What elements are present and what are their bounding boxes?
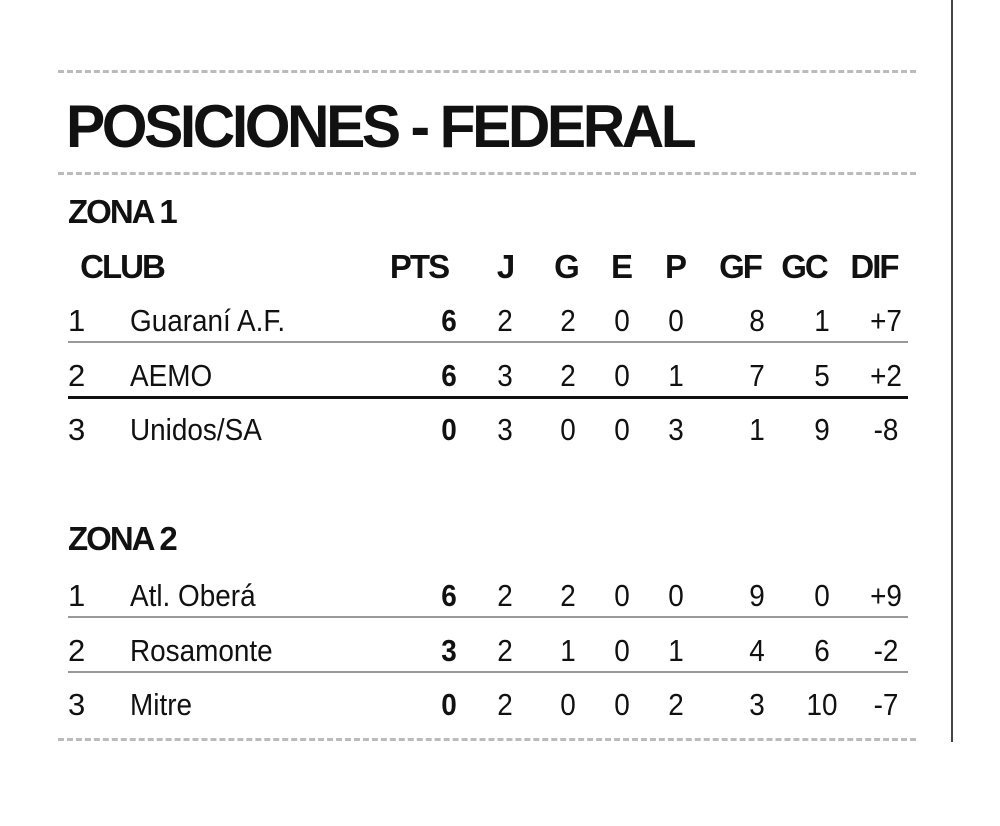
row-e: 0 (614, 632, 630, 668)
row-g: 1 (560, 632, 576, 668)
row-pts: 3 (441, 632, 457, 668)
row-p: 1 (668, 357, 684, 393)
row-club: Mitre (130, 687, 193, 722)
row-gc: 6 (814, 632, 830, 668)
row-gc: 10 (806, 687, 838, 722)
header-club: CLUB (80, 248, 166, 285)
row-club: AEMO (130, 357, 213, 393)
header-e: E (610, 248, 633, 285)
zone-title: ZONA 1 (68, 193, 178, 230)
row-club: Rosamonte (130, 632, 273, 668)
row-pts: 6 (441, 578, 457, 613)
row-separator (68, 616, 908, 618)
table-row: 2 AEMO 6 3 2 0 1 7 5 +2 (0, 358, 1000, 398)
row-j: 3 (497, 357, 513, 393)
table-header: CLUB PTS J G E P GF GC DIF (0, 248, 1000, 288)
row-club: Unidos/SA (130, 412, 262, 447)
row-dif: -8 (873, 412, 899, 447)
header-j: J (496, 248, 515, 285)
header-gc: GC (781, 248, 828, 285)
row-gf: 7 (749, 357, 765, 393)
table-row: 3 Mitre 0 2 0 0 2 3 10 -7 (0, 687, 1000, 727)
page-title: POSICIONES - FEDERAL (66, 93, 697, 160)
row-position: 1 (68, 303, 86, 338)
row-club: Atl. Oberá (130, 578, 256, 613)
row-g: 0 (560, 412, 576, 447)
row-separator (68, 670, 908, 673)
row-gc: 1 (814, 303, 830, 338)
header-g: G (554, 248, 580, 285)
row-position: 1 (68, 578, 86, 613)
qualification-line (68, 395, 908, 399)
row-gc: 9 (814, 412, 830, 447)
dashed-divider-bottom (58, 738, 916, 741)
row-gc: 5 (814, 357, 830, 393)
row-e: 0 (614, 357, 630, 393)
column-divider (951, 0, 953, 742)
table-row: 3 Unidos/SA 0 3 0 0 3 1 9 -8 (0, 412, 1000, 452)
row-dif: -2 (873, 632, 899, 668)
row-p: 0 (668, 303, 684, 338)
row-gf: 8 (749, 303, 765, 338)
header-p: P (664, 248, 687, 285)
zone-title: ZONA 2 (68, 520, 178, 557)
row-g: 2 (560, 578, 576, 613)
row-p: 2 (668, 687, 684, 722)
row-pts: 0 (441, 687, 457, 722)
row-gf: 9 (749, 578, 765, 613)
row-j: 2 (497, 687, 513, 722)
table-row: 2 Rosamonte 3 2 1 0 1 4 6 -2 (0, 633, 1000, 673)
row-pts: 6 (441, 357, 457, 393)
row-g: 2 (560, 303, 576, 338)
row-dif: -7 (873, 687, 899, 722)
row-position: 3 (68, 687, 86, 722)
row-e: 0 (614, 687, 630, 722)
row-p: 1 (668, 632, 684, 668)
row-g: 0 (560, 687, 576, 722)
row-j: 3 (497, 412, 513, 447)
row-pts: 6 (441, 303, 457, 338)
dashed-divider-title (58, 172, 916, 175)
row-gf: 1 (749, 412, 765, 447)
row-dif: +2 (870, 357, 902, 393)
table-row: 1 Atl. Oberá 6 2 2 0 0 9 0 +9 (0, 578, 1000, 618)
row-g: 2 (560, 357, 576, 393)
row-separator (68, 341, 908, 343)
row-e: 0 (614, 578, 630, 613)
header-pts: PTS (389, 248, 450, 285)
row-j: 2 (497, 578, 513, 613)
row-j: 2 (497, 303, 513, 338)
row-club: Guaraní A.F. (130, 303, 286, 338)
row-dif: +7 (870, 303, 902, 338)
row-position: 2 (68, 357, 86, 393)
header-dif: DIF (850, 248, 899, 285)
row-e: 0 (614, 303, 630, 338)
row-gc: 0 (814, 578, 830, 613)
row-pts: 0 (441, 412, 457, 447)
row-e: 0 (614, 412, 630, 447)
row-p: 0 (668, 578, 684, 613)
row-dif: +9 (870, 578, 902, 613)
row-gf: 3 (749, 687, 765, 722)
header-gf: GF (719, 248, 763, 285)
row-gf: 4 (749, 632, 765, 668)
row-position: 2 (68, 632, 86, 668)
row-position: 3 (68, 412, 86, 447)
row-j: 2 (497, 632, 513, 668)
row-p: 3 (668, 412, 684, 447)
dashed-divider-top (58, 70, 916, 73)
table-row: 1 Guaraní A.F. 6 2 2 0 0 8 1 +7 (0, 303, 1000, 343)
